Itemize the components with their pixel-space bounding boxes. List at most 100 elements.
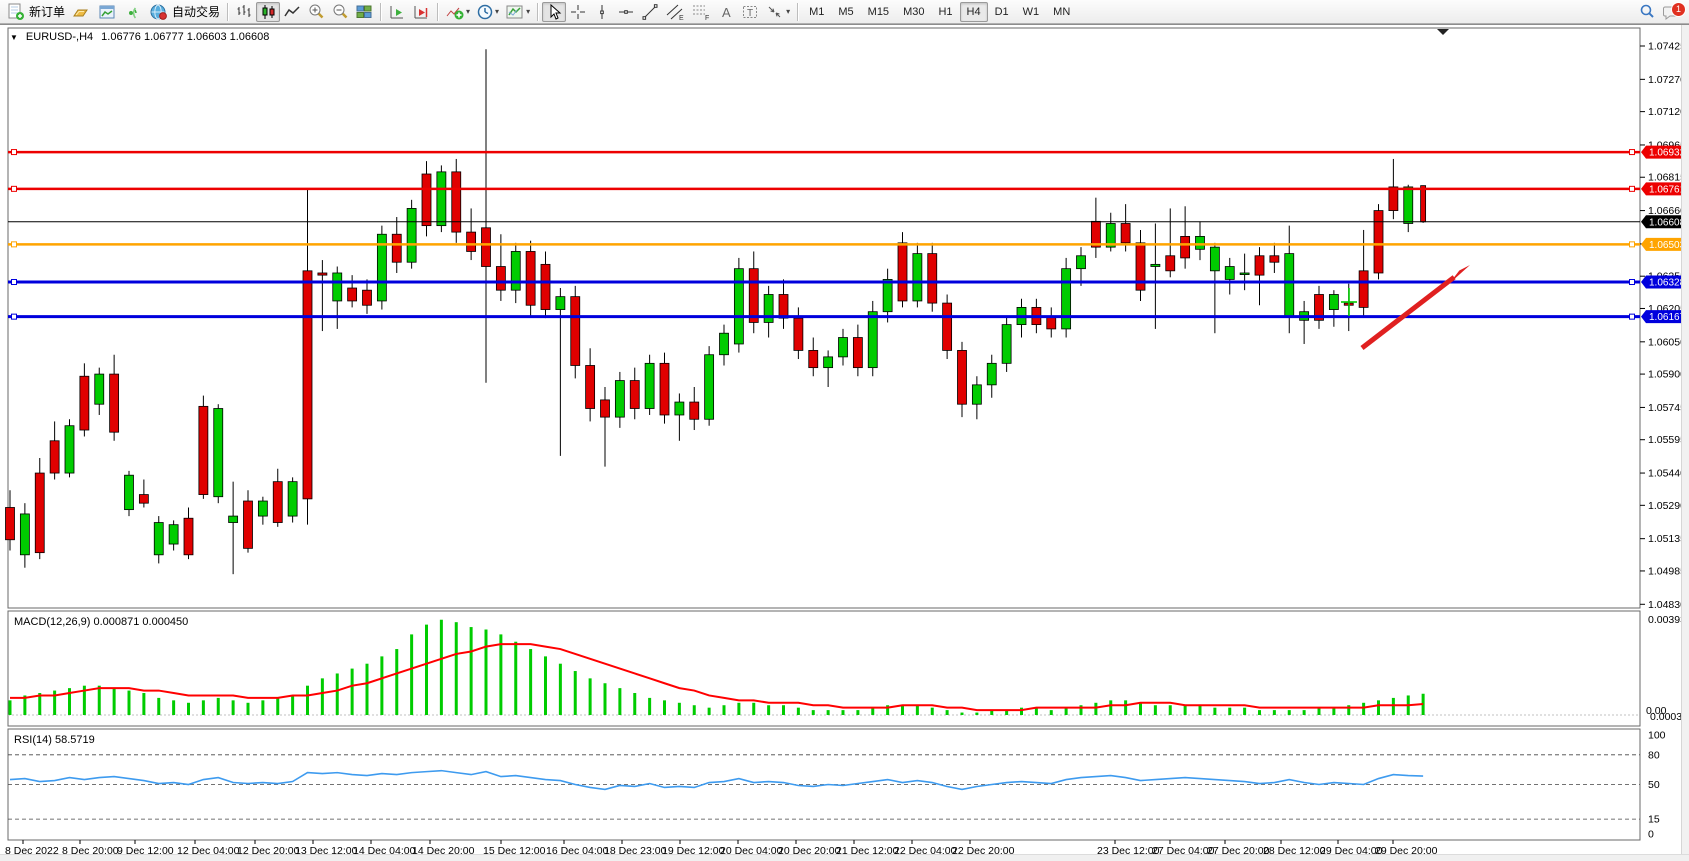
timeframes-dropdown-caret[interactable]: ▾: [495, 7, 500, 16]
search-button[interactable]: [1635, 2, 1659, 22]
indicators-dropdown-caret[interactable]: ▾: [466, 7, 471, 16]
trend-arrow-annotation[interactable]: [1360, 275, 1456, 350]
macd-histogram-bar: [737, 702, 741, 715]
macd-histogram-bar: [201, 700, 205, 715]
vertical-line-tool-button[interactable]: [590, 2, 614, 22]
candle-body: [94, 373, 105, 405]
candle-body: [109, 373, 120, 433]
period-d1[interactable]: D1: [994, 5, 1009, 18]
candle-body: [778, 294, 789, 319]
price-label-text: 1.06608: [1649, 217, 1686, 228]
candle-body: [376, 233, 387, 302]
hline-anchor[interactable]: [11, 185, 17, 192]
period-h4[interactable]: H4: [959, 1, 988, 22]
macd-histogram-bar: [811, 710, 815, 715]
chart-shift-button[interactable]: [409, 2, 433, 22]
text-label-icon: T: [743, 5, 758, 19]
hline-anchor[interactable]: [11, 279, 17, 286]
period-w1[interactable]: W1: [1022, 5, 1040, 18]
symbol-dropdown-icon[interactable]: ▼: [10, 32, 18, 42]
horizontal-line-tool-button[interactable]: [614, 2, 638, 22]
time-label: 23 Dec 12:00: [1097, 845, 1160, 855]
auto-scroll-button[interactable]: [385, 2, 409, 22]
period-buttons: M1 M5 M15 M30 H1 H4 D1 W1 MN: [802, 1, 1077, 22]
crosshair-tool-button[interactable]: [566, 2, 590, 22]
bar-chart-type-button[interactable]: [232, 2, 256, 22]
new-order-button[interactable]: 新订单: [3, 2, 68, 22]
time-label: 29 Dec 20:00: [1375, 845, 1438, 855]
candle-body: [942, 302, 953, 351]
notifications-button[interactable]: 1: [1659, 1, 1686, 22]
hline-anchor[interactable]: [1629, 149, 1635, 156]
trend-arrow-head: [1448, 265, 1470, 284]
chart-shift-marker[interactable]: [1437, 29, 1449, 35]
macd-histogram-bar: [53, 690, 57, 715]
hline-anchor[interactable]: [1629, 185, 1635, 192]
shapes-arrows-icon: [768, 6, 781, 17]
candle-body: [481, 227, 491, 267]
rsi-axis-label: 80: [1648, 749, 1660, 761]
hline-anchor[interactable]: [1629, 241, 1635, 248]
macd-histogram-bar: [901, 705, 904, 715]
status-strip: [0, 854, 1689, 861]
candle-body: [957, 350, 967, 405]
channel-tool-button[interactable]: E: [662, 2, 688, 22]
price-tick-label: 1.05595: [1648, 434, 1686, 446]
hline-anchor[interactable]: [1629, 279, 1635, 286]
vertical-scrollbar[interactable]: [1681, 25, 1689, 855]
candle-body: [510, 251, 521, 291]
line-chart-type-button[interactable]: [280, 2, 304, 22]
zoom-out-button[interactable]: [328, 2, 352, 22]
shapes-tool-button[interactable]: ▾: [762, 2, 793, 22]
macd-histogram-bar: [97, 685, 101, 715]
templates-button[interactable]: ▾: [502, 2, 533, 22]
tile-windows-button[interactable]: [352, 2, 376, 22]
ohlc-values: 1.06776 1.06777 1.06603 1.06608: [101, 31, 270, 43]
signals-button[interactable]: [120, 2, 146, 22]
text-tool-button[interactable]: A: [714, 2, 738, 22]
period-m30[interactable]: M30: [903, 5, 925, 18]
rsi-indicator-label: RSI(14) 58.5719: [14, 734, 95, 746]
period-mn[interactable]: MN: [1053, 5, 1071, 18]
fibonacci-tool-button[interactable]: F: [688, 2, 714, 22]
text-label-tool-button[interactable]: T: [738, 2, 762, 22]
macd-histogram-bar: [1124, 700, 1128, 715]
candle-body: [600, 399, 610, 418]
cursor-tool-button[interactable]: [542, 1, 567, 22]
macd-histogram-bar: [380, 656, 384, 715]
indicators-button[interactable]: ▾: [442, 2, 473, 22]
candlestick-chart-type-button[interactable]: [256, 1, 281, 22]
hline-anchor[interactable]: [11, 241, 17, 248]
macd-histogram-bar: [395, 649, 399, 715]
templates-dropdown-caret[interactable]: ▾: [526, 7, 531, 16]
candle-body: [897, 242, 908, 302]
price-tick-label: 1.06815: [1648, 172, 1686, 184]
period-m1[interactable]: M1: [809, 5, 825, 18]
zoom-in-button[interactable]: [304, 2, 328, 22]
signal-icon: [129, 7, 137, 18]
price-tick-label: 1.07425: [1648, 41, 1686, 53]
macd-histogram-bar: [1347, 705, 1351, 715]
candle-body: [1061, 268, 1072, 330]
macd-panel[interactable]: [7, 610, 1641, 727]
macd-histogram-bar: [886, 705, 890, 715]
macd-histogram-bar: [975, 712, 979, 715]
autotrading-button[interactable]: 自动交易: [146, 2, 223, 22]
charts-window-button[interactable]: [94, 2, 120, 22]
indicators-icon: [446, 7, 464, 19]
period-m15[interactable]: M15: [867, 5, 890, 18]
market-button[interactable]: [68, 2, 94, 22]
timeframes-button[interactable]: ▾: [473, 2, 502, 22]
hline-anchor[interactable]: [11, 313, 17, 320]
period-h1[interactable]: H1: [938, 5, 953, 18]
price-tick-label: 1.07270: [1648, 74, 1686, 86]
hline-anchor[interactable]: [1629, 313, 1635, 320]
trendline-tool-button[interactable]: [638, 2, 662, 22]
shapes-dropdown-caret[interactable]: ▾: [786, 7, 791, 16]
macd-histogram-bar: [677, 702, 681, 715]
candle-body: [614, 380, 625, 418]
period-m5[interactable]: M5: [838, 5, 854, 18]
hline-anchor[interactable]: [11, 149, 17, 156]
chart-canvas[interactable]: 1.074251.072701.071201.069651.068151.066…: [0, 25, 1689, 855]
price-tick-label: 1.05290: [1648, 500, 1686, 512]
